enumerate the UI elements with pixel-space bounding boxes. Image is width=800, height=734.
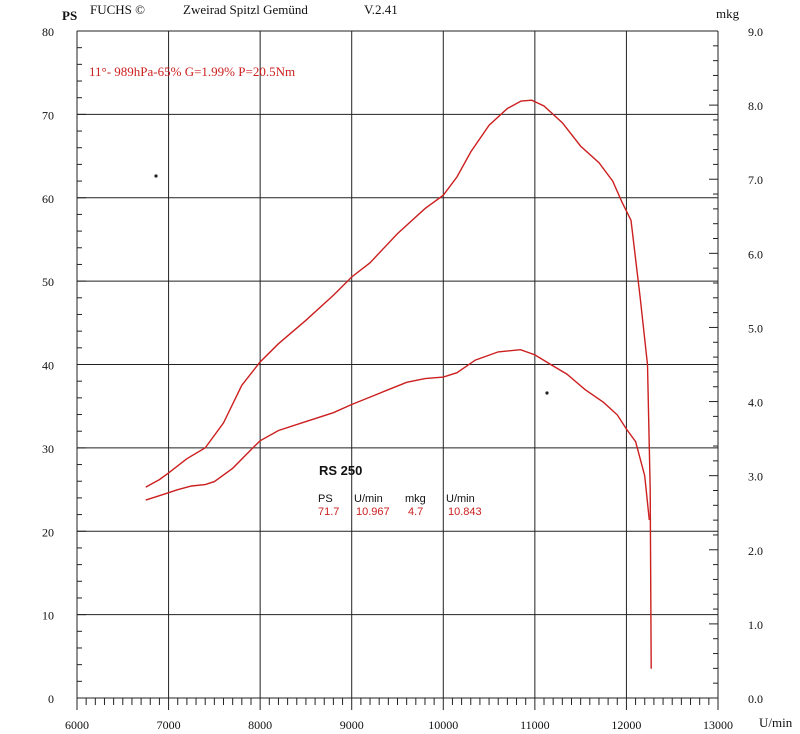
right-tick-label: 0.0 xyxy=(748,692,763,706)
power-curve xyxy=(145,99,652,669)
left-tick-label: 40 xyxy=(42,359,54,373)
result-value-rpm2: 10.843 xyxy=(448,506,482,518)
left-tick-label: 60 xyxy=(42,192,54,206)
x-tick-label: 9000 xyxy=(340,718,364,732)
x-tick-label: 13000 xyxy=(703,718,733,732)
grid xyxy=(76,30,719,699)
result-header-mkg: mkg xyxy=(405,493,426,505)
left-tick-label: 80 xyxy=(42,25,54,39)
right-unit-label: mkg xyxy=(716,6,740,21)
tick-labels: 0 10 20 30 40 50 60 70 80 0.0 1.0 2.0 3.0 4.0 5.0 6.0 7.… xyxy=(42,25,763,732)
result-value-rpm1: 10.967 xyxy=(356,506,390,518)
left-tick-label: 20 xyxy=(42,525,54,539)
left-unit-label: PS xyxy=(62,8,77,23)
left-tick-label: 10 xyxy=(42,609,54,623)
scan-specks xyxy=(154,174,549,395)
curves xyxy=(145,99,652,669)
x-unit-label: U/min xyxy=(759,715,793,730)
speck xyxy=(545,391,549,395)
right-tick-label: 8.0 xyxy=(748,99,763,113)
x-tick-label: 10000 xyxy=(428,718,458,732)
right-tick-label: 7.0 xyxy=(748,173,763,187)
x-tick-label: 7000 xyxy=(157,718,181,732)
right-tick-label: 4.0 xyxy=(748,396,763,410)
x-tick-label: 11000 xyxy=(520,718,550,732)
location-label: Zweirad Spitzl Gemünd xyxy=(183,2,308,17)
result-value-mkg: 4.7 xyxy=(408,506,423,518)
x-tick-label: 12000 xyxy=(611,718,641,732)
right-tick-label: 6.0 xyxy=(748,247,763,261)
x-tick-label: 8000 xyxy=(248,718,272,732)
result-header-rpm1: U/min xyxy=(354,493,383,505)
left-tick-label: 30 xyxy=(42,442,54,456)
right-tick-label: 1.0 xyxy=(748,618,763,632)
brand-label: FUCHS © xyxy=(90,2,145,17)
left-tick-label: 70 xyxy=(42,108,54,122)
x-tick-label: 6000 xyxy=(65,718,89,732)
conditions-label: 11°- 989hPa-65% G=1.99% P=20.5Nm xyxy=(89,64,295,79)
result-box: RS 250 PS U/min mkg U/min 71.7 10.967 4.… xyxy=(318,463,482,518)
version-label: V.2.41 xyxy=(364,2,398,17)
result-header-rpm2: U/min xyxy=(446,493,475,505)
axis-ticks xyxy=(76,30,719,710)
result-title: RS 250 xyxy=(319,463,362,478)
result-header-ps: PS xyxy=(318,493,333,505)
left-tick-label: 50 xyxy=(42,275,54,289)
right-tick-label: 9.0 xyxy=(748,25,763,39)
torque-curve xyxy=(145,348,650,521)
right-tick-label: 2.0 xyxy=(748,544,763,558)
right-tick-label: 3.0 xyxy=(748,470,763,484)
right-tick-label: 5.0 xyxy=(748,321,763,335)
result-value-ps: 71.7 xyxy=(318,506,339,518)
left-tick-label: 0 xyxy=(48,692,54,706)
speck xyxy=(154,174,158,178)
